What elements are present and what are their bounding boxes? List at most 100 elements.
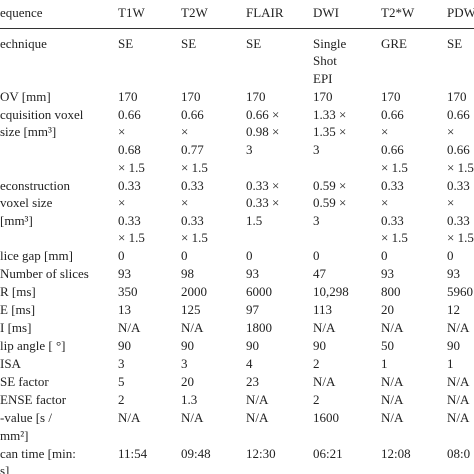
cell-line: 0.33	[381, 212, 404, 228]
table-row: lice gap [mm] 0 0 0 0 0 0	[0, 247, 474, 265]
cell: SE	[118, 28, 181, 88]
cell-line: 98	[181, 266, 194, 282]
cell-line: 2	[313, 392, 320, 408]
cell-line: N/A	[118, 320, 141, 336]
cell-line: -value [s /	[0, 410, 52, 426]
row-label: E [ms]	[0, 301, 118, 319]
cell-line: N/A	[181, 320, 204, 336]
row-label: ISA	[0, 355, 118, 373]
table-row: can time [min: s] 11:54 09:48 12:30 06:21 12:0…	[0, 445, 474, 474]
cell: 0	[381, 247, 447, 265]
cell-line: 0	[381, 248, 388, 264]
cell-line: × 1.5	[447, 159, 474, 175]
cell: 170	[118, 88, 181, 106]
cell-line: cquisition voxel	[0, 106, 84, 122]
cell: 90	[313, 337, 381, 355]
cell-line: 0	[246, 248, 253, 264]
cell-line: I [ms]	[0, 320, 32, 336]
cell-line: 90	[313, 338, 326, 354]
cell-line: ×	[181, 124, 189, 140]
cell: 12:08	[381, 445, 447, 474]
cell: Single Shot EPI	[313, 28, 381, 88]
cell-line: ×	[447, 124, 455, 140]
cell-line: 350	[118, 284, 138, 300]
cell-line: N/A	[381, 320, 404, 336]
cell-line: ×	[181, 195, 189, 211]
cell-line: N/A	[381, 374, 404, 390]
cell: 5	[118, 373, 181, 391]
header-cell: equence	[0, 5, 43, 20]
cell: 09:48	[181, 445, 246, 474]
cell-line: 0.33 ×	[246, 177, 280, 193]
cell: N/A	[381, 391, 447, 409]
cell-line: 1800	[246, 320, 272, 336]
cell: 90	[246, 337, 313, 355]
cell: 10,298	[313, 283, 381, 301]
cell-line: 0.66	[381, 106, 404, 122]
header-cell: FLAIR	[246, 5, 284, 20]
cell: 47	[313, 265, 381, 283]
cell-line: 113	[313, 302, 333, 318]
cell-line: 0.59 ×	[313, 195, 347, 211]
cell-line: × 1.5	[447, 230, 474, 246]
cell-line: SE	[246, 35, 262, 51]
cell-line: 1	[447, 356, 454, 372]
cell: 93	[447, 265, 474, 283]
cell-line: 08:0	[447, 445, 471, 461]
cell: N/A	[447, 319, 474, 337]
cell: GRE	[381, 28, 447, 88]
cell: 4	[246, 355, 313, 373]
table-row: Number of slices 93 98 93 47 93 93	[0, 265, 474, 283]
table-row: SE factor 5 20 23 N/A N/A N/A	[0, 373, 474, 391]
cell-line: echnique	[0, 35, 47, 51]
cell-line: N/A	[313, 320, 336, 336]
cell-line: 0	[118, 248, 125, 264]
cell: 90	[181, 337, 246, 355]
cell-line: lip angle [ °]	[0, 338, 66, 354]
row-label: I [ms]	[0, 319, 118, 337]
cell-line: × 1.5	[118, 159, 145, 175]
cell: N/A	[381, 319, 447, 337]
table-row: echnique SE SE SE Single Shot EPI GRE SE	[0, 28, 474, 88]
cell-line: 0.68	[118, 141, 141, 157]
cell: N/A	[246, 409, 313, 445]
cell-line: 0.66 ×	[246, 106, 280, 122]
cell-line: SE factor	[0, 374, 49, 390]
cell: 170	[246, 88, 313, 106]
cell-line: 0.33 ×	[246, 195, 280, 211]
cell-line: N/A	[313, 374, 336, 390]
cell-line: size [mm³]	[0, 124, 57, 140]
cell: N/A	[118, 319, 181, 337]
header-cell: DWI	[313, 5, 339, 20]
cell: 170	[447, 88, 474, 106]
cell-line: 12:30	[246, 445, 276, 461]
cell-line: s]	[0, 463, 10, 474]
cell: 98	[181, 265, 246, 283]
cell: 0	[181, 247, 246, 265]
cell: N/A	[181, 319, 246, 337]
cell: 93	[118, 265, 181, 283]
cell-line: R [ms]	[0, 284, 36, 300]
cell-line: 93	[447, 266, 460, 282]
parameter-table: equence T1W T2W FLAIR DWI T2*W PDW echnique SE S…	[0, 4, 474, 474]
cell: 90	[447, 337, 474, 355]
cell-line: 11:54	[118, 445, 148, 461]
cell-line: 170	[381, 88, 401, 104]
table-header: equence T1W T2W FLAIR DWI T2*W PDW	[0, 4, 474, 29]
cell: 23	[246, 373, 313, 391]
cell-line: 1600	[313, 410, 339, 426]
cell-line: 5	[118, 374, 125, 390]
cell: 13	[118, 301, 181, 319]
cell: 0	[246, 247, 313, 265]
table-body: echnique SE SE SE Single Shot EPI GRE SE OV [mm] 1…	[0, 28, 474, 474]
cell-line: 2	[118, 392, 125, 408]
cell-line: can time [min:	[0, 445, 76, 461]
cell-line: 23	[246, 374, 259, 390]
cell-line: 170	[447, 88, 467, 104]
cell-line: 0.33	[447, 212, 470, 228]
cell-line: 0.59 ×	[313, 177, 347, 193]
cell-line: econstruction	[0, 177, 71, 193]
cell: 0.66 × 0.66 × 1.5	[381, 106, 447, 177]
cell-line: SE	[447, 35, 463, 51]
